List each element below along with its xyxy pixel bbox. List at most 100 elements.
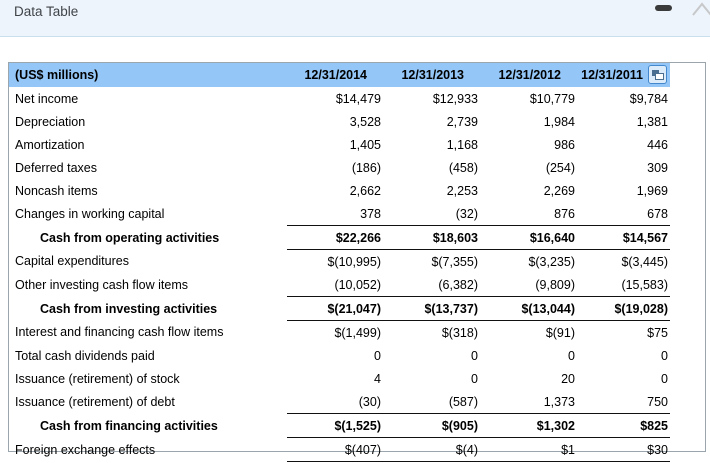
row-label: Capital expenditures: [15, 254, 129, 269]
cell-value: $22,266: [287, 225, 383, 250]
column-header-2013: 12/31/2013: [383, 63, 480, 87]
row-label: Deferred taxes: [15, 160, 97, 175]
table-row: Deferred taxes (186) (458) (254) 309: [9, 156, 670, 179]
cell-value: $1,302: [480, 413, 577, 438]
cell-value: 2,739: [446, 114, 478, 129]
cell-value: 0: [374, 348, 381, 363]
table-row: Issuance (retirement) of stock 4 0 20 0: [9, 367, 670, 390]
row-label: Net income: [15, 91, 79, 106]
table-row: Changes in working capital 378 (32) 876 678: [9, 202, 670, 226]
cell-value: $75: [647, 325, 668, 340]
cell-value: $(10,995): [327, 254, 381, 269]
cell-value: 4: [374, 371, 381, 386]
table-row: Foreign exchange effects $(407) $(4) $1 $30: [9, 437, 670, 462]
cell-value: 0: [471, 371, 478, 386]
cell-value: $30: [577, 437, 670, 462]
widget-title: Data Table: [14, 4, 79, 19]
data-table-panel: (US$ millions) 12/31/2014 12/31/2013 12/…: [8, 62, 706, 463]
table-row: Noncash items 2,662 2,253 2,269 1,969: [9, 179, 670, 202]
cell-value: $(713): [287, 461, 383, 463]
cell-value: $9,784: [629, 91, 668, 106]
cell-value: $1: [480, 437, 577, 462]
unit-header-cell: (US$ millions): [9, 63, 287, 87]
table-header-row: (US$ millions) 12/31/2014 12/31/2013 12/…: [9, 63, 670, 87]
cell-value: $(4): [383, 437, 480, 462]
row-label: Issuance (retirement) of stock: [15, 371, 180, 386]
cell-value: 1,984: [543, 114, 575, 129]
table-row: Depreciation 3,528 2,739 1,984 1,381: [9, 110, 670, 133]
table-row: Amortization 1,405 1,168 986 446: [9, 133, 670, 156]
row-label: Depreciation: [15, 114, 86, 129]
column-header-2012: 12/31/2012: [480, 63, 577, 87]
cell-value: $16,640: [480, 225, 577, 250]
table-row: Interest and financing cash flow items $(…: [9, 321, 670, 345]
row-label: Issuance (retirement) of debt: [15, 394, 175, 409]
table-row: Cash from investing activities $(21,047) $…: [9, 296, 670, 321]
cell-value: 1,381: [636, 114, 668, 129]
cell-value: $(13,737): [383, 296, 480, 321]
column-header-2014: 12/31/2014: [287, 63, 383, 87]
cell-value: $12,933: [432, 91, 478, 106]
cell-value: $825: [577, 413, 670, 438]
row-label: Changes in working capital: [15, 206, 165, 221]
row-label: Other investing cash flow items: [15, 277, 188, 292]
cell-value: 378: [287, 202, 383, 226]
table-row: Other investing cash flow items (10,052)(…: [9, 273, 670, 297]
cell-value: $(3,606): [577, 461, 670, 463]
row-label: Interest and financing cash flow items: [15, 325, 224, 340]
cell-value: (254): [545, 160, 575, 175]
cell-value: 0: [661, 348, 668, 363]
table-row: Total cash dividends paid 0 0 0 0: [9, 344, 670, 367]
cell-value: 876: [480, 202, 577, 226]
collapse-chevron-up-icon[interactable]: [692, 1, 710, 17]
table-row: Cash from operating activities $22,266 $18…: [9, 225, 670, 250]
cell-value: 1,168: [446, 137, 478, 152]
cell-value: 678: [577, 202, 670, 226]
table-row: Net income $14,479 $12,933 $10,779 $9,784: [9, 87, 670, 110]
cell-value: $(1,499): [334, 325, 381, 340]
table-row: Cash from financing activities $(1,525) $(…: [9, 413, 670, 438]
cell-value: (186): [351, 160, 381, 175]
cell-value: (15,583): [577, 273, 670, 297]
cell-value: (6,382): [383, 273, 480, 297]
cell-value: $(19,028): [577, 296, 670, 321]
cell-value: $(7,355): [431, 254, 478, 269]
minimize-icon[interactable]: [655, 5, 672, 11]
cell-value: $(13,044): [480, 296, 577, 321]
widget-title-bar: Data Table: [0, 0, 710, 37]
table-row: Capital expenditures $(10,995) $(7,355) $(3…: [9, 250, 670, 274]
cell-value: 1,969: [636, 183, 668, 198]
cell-value: $(91): [545, 325, 575, 340]
cell-value: $(905): [383, 413, 480, 438]
cell-value: 0: [661, 371, 668, 386]
row-label: Net change in cash: [9, 461, 287, 463]
table-row: Net change in cash$(713)$3,957$4,899$(3,…: [9, 461, 670, 463]
cell-value: $14,479: [335, 91, 381, 106]
cell-value: $(21,047): [287, 296, 383, 321]
row-label: Cash from financing activities: [40, 418, 218, 433]
cell-value: (9,809): [480, 273, 577, 297]
row-label: Noncash items: [15, 183, 98, 198]
cell-value: 2,269: [543, 183, 575, 198]
cell-value: 309: [647, 160, 668, 175]
cell-value: (458): [448, 160, 478, 175]
cell-value: $(3,235): [528, 254, 575, 269]
cell-value: 0: [471, 348, 478, 363]
row-label: Foreign exchange effects: [15, 442, 156, 457]
cell-value: (30): [287, 390, 383, 414]
cell-value: $4,899: [480, 461, 577, 463]
cell-value: $14,567: [577, 225, 670, 250]
cell-value: $(3,445): [621, 254, 668, 269]
data-table: (US$ millions) 12/31/2014 12/31/2013 12/…: [9, 63, 670, 463]
popout-window-icon[interactable]: [648, 65, 667, 84]
table-body: Net income $14,479 $12,933 $10,779 $9,784 Dep…: [9, 87, 670, 463]
cell-value: $3,957: [383, 461, 480, 463]
popout-front-rect: [655, 73, 664, 80]
cell-value: 0: [568, 348, 575, 363]
cell-value: 2,662: [349, 183, 381, 198]
cell-value: 20: [561, 371, 575, 386]
cell-value: $(407): [287, 437, 383, 462]
cell-value: $18,603: [383, 225, 480, 250]
row-label: Total cash dividends paid: [15, 348, 155, 363]
